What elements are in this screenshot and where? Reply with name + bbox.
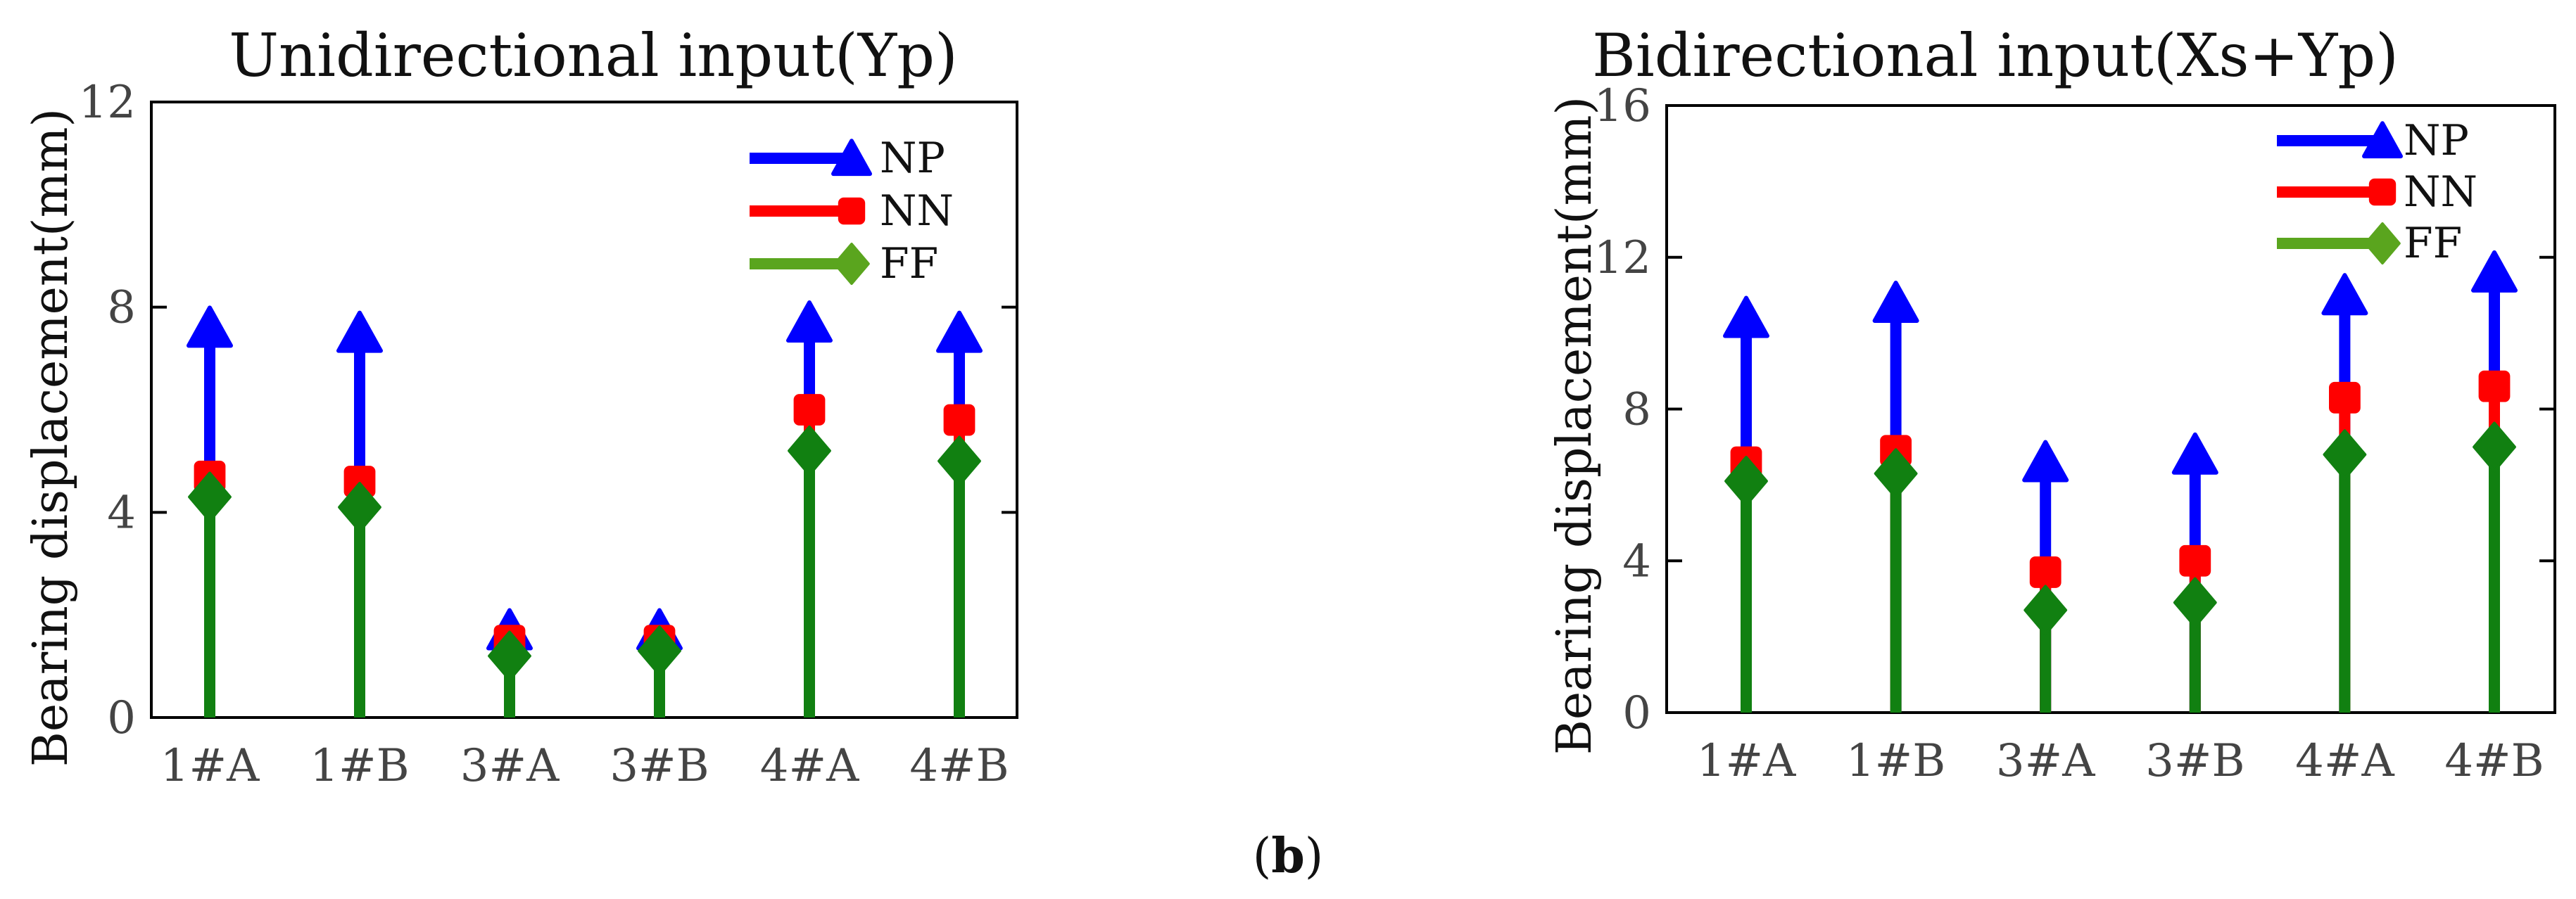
x-tick-label: 3#A [1996,735,2095,787]
y-tick-label: 4 [107,487,136,539]
x-tick-label: 1#B [1846,735,1945,787]
y-ticks: 0 4 8 12 [79,77,1017,744]
marker-np-4-b [936,310,983,353]
caption-open-paren: ( [1253,829,1272,884]
marker-nn-4-a [793,394,826,426]
legend-marker-nn [838,197,866,225]
marker-ff-1-a [188,471,232,523]
y-tick-label: 4 [1622,535,1651,587]
marker-nn-4-b [943,404,976,436]
marker-ff-3-b [638,625,681,677]
x-tick-label: 1#A [160,740,260,792]
y-ticks: 0 4 8 12 16 [1594,80,2555,739]
marker-ff-1-b [1874,448,1918,499]
marker-nn-3-b [2179,544,2211,577]
chart-title: Bidirectional input(Xs+Yp) [1592,21,2399,90]
marker-ff-4-b [2473,421,2516,473]
marker-nn-3-a [2029,556,2062,588]
legend-label-np: NP [880,134,945,183]
y-tick-label: 0 [107,692,136,744]
legend-label-ff: FF [880,239,938,288]
legend-label-np: NP [2404,116,2469,165]
y-tick-label: 8 [107,282,136,334]
marker-nn-4-b [2478,370,2511,402]
marker-np-1-b [1872,280,1919,323]
x-tick-label: 4#A [760,740,859,792]
legend-marker-nn [2368,178,2397,206]
x-tick-label: 1#B [310,740,409,792]
y-tick-label: 16 [1594,80,1651,132]
figure-caption: (b) [1253,828,1324,884]
marker-ff-3-a [488,630,531,682]
x-ticks: 1#A 1#B 3#A 3#B 4#A 4#B [1697,735,2544,787]
x-tick-label: 4#B [2444,735,2544,787]
y-tick-label: 8 [1622,384,1651,436]
marker-np-1-a [187,305,233,348]
caption-close-paren: ) [1305,829,1324,884]
x-tick-label: 4#A [2295,735,2394,787]
marker-ff-4-b [937,435,981,487]
plot-frame [150,101,1018,719]
stems [187,300,983,718]
marker-ff-3-a [2023,585,2068,636]
x-tick-label: 3#B [2145,735,2244,787]
marker-np-1-b [336,310,383,353]
marker-ff-4-a [788,425,831,476]
x-tick-label: 3#B [610,740,709,792]
x-tick-label: 1#A [1697,735,1796,787]
marker-np-4-a [786,300,833,343]
legend-label-nn: NN [2404,167,2477,217]
stems [1723,250,2518,713]
marker-ff-3-b [2173,577,2217,628]
marker-ff-1-b [338,482,381,533]
y-tick-label: 12 [1594,232,1651,284]
marker-np-4-a [2321,273,2368,316]
marker-nn-1-b [343,466,376,497]
x-tick-label: 4#B [909,740,1009,792]
x-ticks: 1#A 1#B 3#A 3#B 4#A 4#B [160,740,1009,792]
marker-ff-1-a [1724,455,1768,506]
legend-marker-np [831,139,872,177]
legend-label-ff: FF [2404,219,2462,268]
legend-marker-ff [2364,222,2401,264]
marker-np-3-b [2171,432,2218,475]
marker-np-3-a [2022,440,2069,483]
y-axis-label: Bearing displacement(mm) [1547,96,1603,755]
legend-marker-np [2362,121,2403,159]
marker-ff-4-a [2323,429,2367,480]
marker-nn-4-a [2329,381,2361,414]
chart-bidirectional: Bidirectional input(Xs+Yp) Bearing displ… [1547,21,2556,787]
marker-np-1-a [1723,295,1769,338]
chart-unidirectional: Unidirectional input(Yp) Bearing displac… [23,21,1018,792]
y-tick-label: 12 [79,77,136,129]
y-tick-label: 0 [1622,687,1651,739]
caption-label: b [1271,828,1305,884]
x-tick-label: 3#A [460,740,560,792]
chart-title: Unidirectional input(Yp) [229,21,958,90]
legend-label-nn: NN [880,186,954,236]
marker-np-4-b [2471,250,2518,293]
y-axis-label: Bearing displacement(mm) [23,108,79,767]
legend-marker-ff [833,243,870,285]
